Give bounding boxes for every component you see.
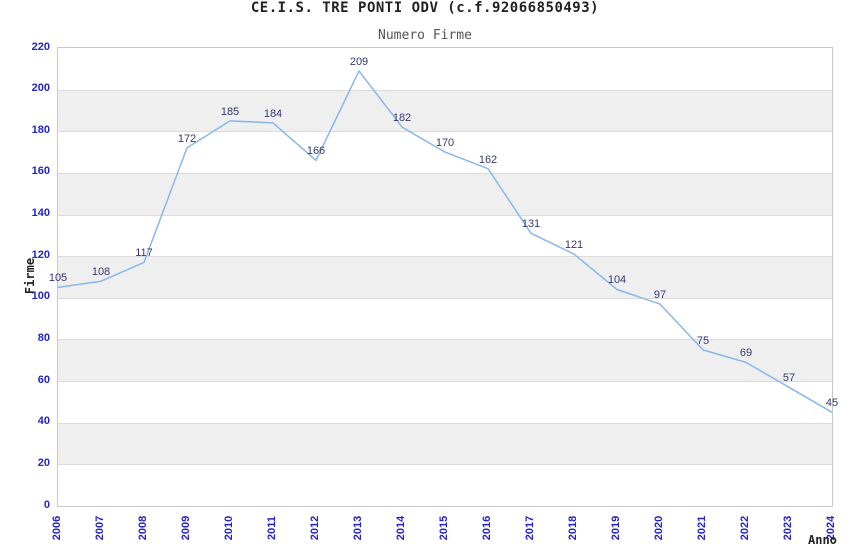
x-tick-label: 2019	[610, 515, 622, 541]
x-tick-label: 2008	[137, 515, 149, 541]
data-label: 131	[521, 218, 541, 231]
line-series	[57, 70, 833, 414]
x-tick-label: 2013	[352, 515, 364, 541]
x-tick-label: 2014	[395, 515, 407, 541]
y-tick-label: 100	[31, 290, 50, 303]
y-tick-label: 60	[37, 373, 50, 386]
y-tick-label: 140	[31, 207, 50, 220]
y-tick-label: 200	[31, 82, 50, 95]
line-series-svg	[57, 70, 833, 414]
x-tick-label: 2006	[51, 515, 63, 541]
x-tick-label: 2011	[266, 516, 278, 540]
x-tick-label: 2015	[438, 515, 450, 541]
plot-band	[58, 422, 832, 465]
x-tick-label: 2016	[481, 515, 493, 541]
gridline	[58, 464, 832, 466]
x-tick-label: 2022	[739, 515, 751, 541]
gridline	[58, 297, 832, 299]
data-label: 97	[653, 289, 667, 302]
data-label: 182	[392, 112, 412, 125]
y-tick-label: 220	[31, 40, 50, 53]
plot-band	[58, 256, 832, 298]
y-tick-label: 120	[31, 248, 50, 261]
y-tick-label: 160	[31, 165, 50, 178]
data-label: 170	[435, 137, 455, 150]
chart-title: CE.I.S. TRE PONTI ODV (c.f.92066850493)	[250, 0, 600, 16]
gridline	[58, 89, 832, 91]
plot-band	[58, 172, 832, 215]
gridline	[58, 214, 832, 216]
data-label: 75	[696, 334, 710, 347]
data-label: 162	[478, 153, 498, 166]
gridline	[58, 422, 832, 424]
gridline	[58, 339, 832, 341]
data-label: 185	[220, 105, 240, 118]
gridline	[58, 131, 832, 133]
plot-band	[58, 89, 832, 132]
data-label: 57	[782, 372, 796, 385]
x-tick-label: 2007	[94, 515, 106, 541]
y-tick-label: 180	[31, 123, 50, 136]
y-tick-label: 80	[37, 331, 50, 344]
data-label: 108	[91, 266, 111, 279]
x-tick-label: 2017	[524, 515, 536, 541]
x-tick-label: 2023	[782, 515, 794, 541]
x-axis-title: Anno	[808, 533, 837, 547]
data-label: 45	[825, 397, 839, 410]
data-label: 104	[607, 274, 627, 287]
plot-area: 105 108 117 172 185 184 166 209 182 170 162 131 121 1…	[49, 47, 838, 507]
plot-band	[58, 339, 832, 382]
x-tick-label: 2020	[653, 515, 665, 541]
x-tick-label: 2012	[309, 515, 321, 541]
data-label: 166	[306, 145, 326, 158]
y-tick-label: 0	[43, 498, 50, 511]
gridline	[58, 256, 832, 258]
x-tick-label: 2010	[223, 515, 235, 541]
chart-subtitle: Numero Firme	[378, 28, 472, 43]
y-tick-label: 20	[37, 456, 50, 469]
data-label: 69	[739, 347, 753, 360]
x-tick-label: 2018	[567, 515, 579, 541]
data-label: 121	[564, 239, 584, 252]
gridline	[58, 172, 832, 174]
y-tick-label: 40	[37, 415, 50, 428]
data-label: 209	[349, 55, 369, 68]
x-tick-label: 2009	[180, 515, 192, 541]
data-label: 105	[48, 272, 68, 285]
x-tick-label: 2021	[696, 515, 708, 541]
data-label: 172	[177, 132, 197, 145]
data-label: 184	[263, 107, 283, 120]
gridline	[58, 381, 832, 383]
data-label: 117	[135, 247, 153, 260]
